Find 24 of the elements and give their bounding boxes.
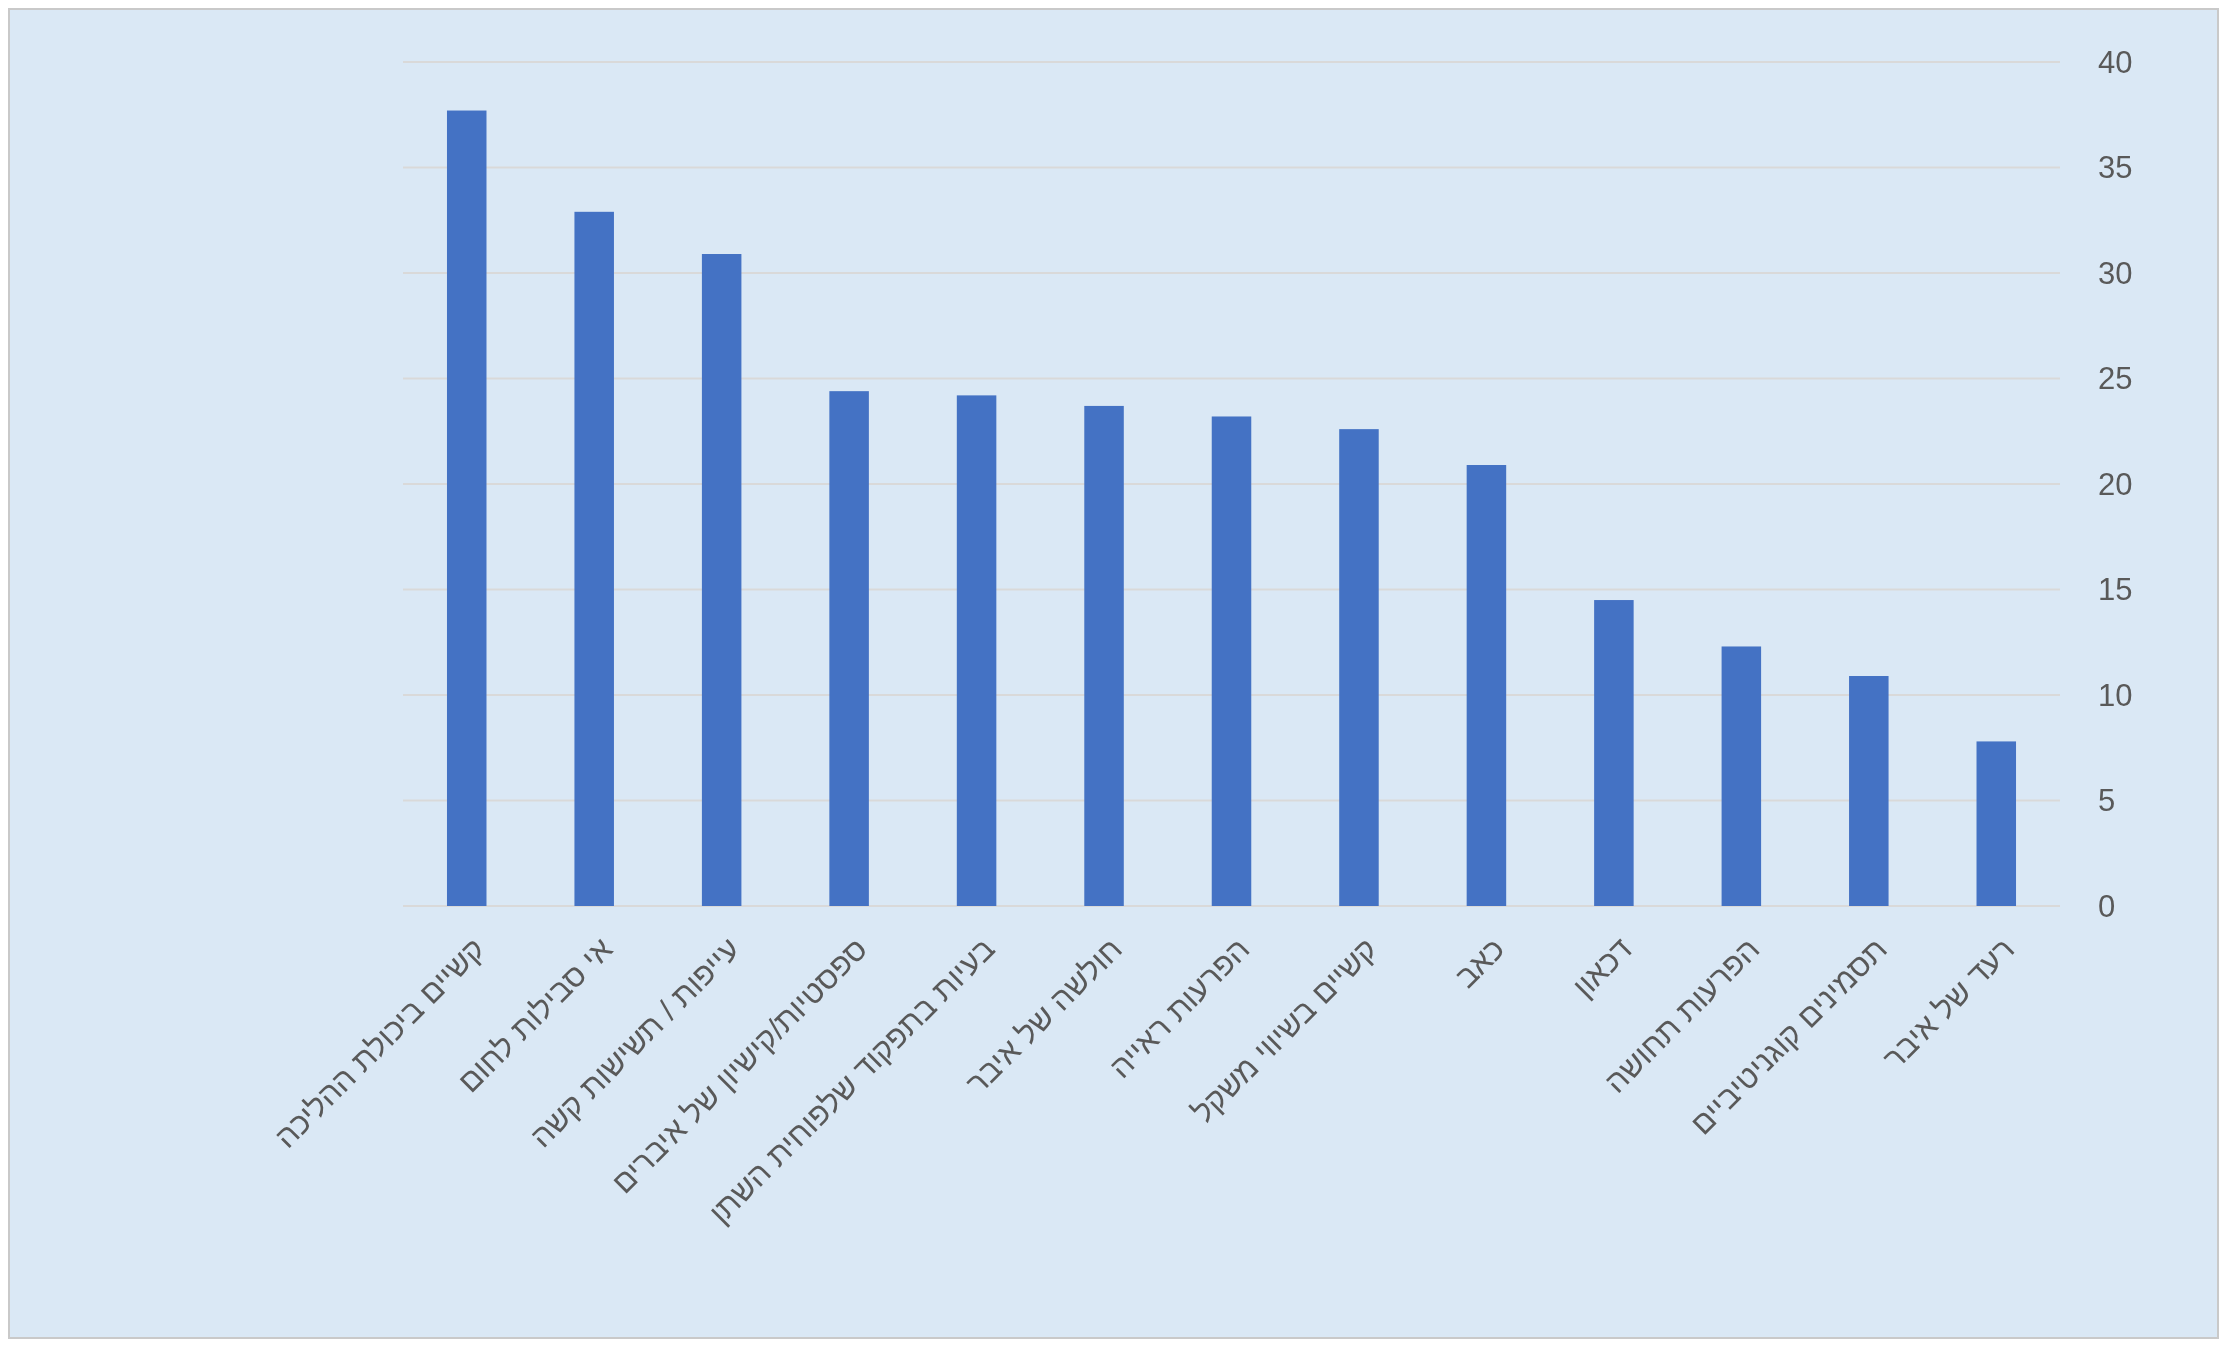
- bar: [446, 110, 487, 906]
- y-tick-label: 10: [2098, 677, 2133, 713]
- bar: [1211, 416, 1252, 906]
- bar: [701, 254, 742, 906]
- y-tick-label: 20: [2098, 466, 2133, 502]
- y-tick-label: 40: [2098, 44, 2133, 80]
- bar: [1594, 600, 1634, 906]
- y-tick-label: 0: [2098, 888, 2116, 924]
- bar: [1339, 429, 1379, 906]
- y-tick-label: 15: [2098, 572, 2133, 608]
- y-tick-label: 35: [2098, 150, 2133, 186]
- bar: [1849, 676, 1889, 906]
- bar: [1721, 646, 1762, 906]
- bar: [1976, 741, 2017, 906]
- bar: [956, 395, 997, 906]
- x-tick-label: דכאון: [1565, 931, 1639, 1005]
- x-tick-label: כאב: [1448, 931, 1512, 995]
- y-tick-label: 5: [2098, 783, 2116, 819]
- bar: [574, 211, 614, 906]
- bar: [1084, 405, 1124, 906]
- bar: [1466, 465, 1507, 906]
- y-tick-label: 25: [2098, 361, 2133, 397]
- y-tick-label: 30: [2098, 255, 2133, 291]
- bar: [829, 391, 869, 906]
